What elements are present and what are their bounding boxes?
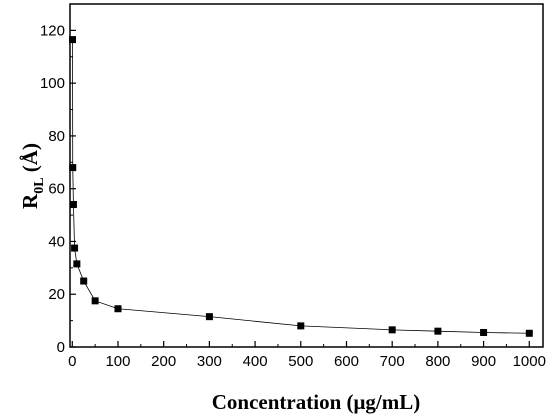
y-axis-title: R0L (Å): [18, 143, 47, 209]
x-axis-title: Concentration (μg/mL): [212, 390, 420, 414]
x-tick-label: 100: [105, 353, 130, 370]
x-tick-label: 700: [380, 353, 405, 370]
data-point: [297, 322, 305, 330]
data-point: [69, 36, 77, 44]
x-tick-label: 1000: [513, 353, 546, 370]
y-axis-title-subscript: 0L: [32, 177, 47, 193]
data-point: [73, 260, 81, 268]
y-axis-title-unit: (Å): [18, 143, 42, 177]
data-point: [434, 327, 442, 335]
x-tick-label: 600: [334, 353, 359, 370]
y-axis-ticks: 0 20 40 60 80 100 120: [40, 22, 76, 356]
data-point: [91, 297, 99, 305]
y-axis-title-main: R: [18, 193, 42, 209]
data-point: [388, 326, 396, 334]
y-tick-label: 80: [48, 128, 65, 145]
data-point: [71, 244, 79, 252]
x-tick-label: 0: [68, 353, 76, 370]
data-point: [69, 201, 77, 209]
data-point: [69, 164, 77, 172]
data-point: [480, 328, 488, 336]
x-tick-label: 900: [471, 353, 496, 370]
data-point: [80, 277, 88, 285]
data-point: [525, 329, 533, 337]
y-tick-label: 120: [40, 22, 65, 39]
series-line: [72, 39, 530, 334]
y-tick-label: 60: [48, 181, 65, 198]
data-point: [205, 313, 213, 321]
y-tick-label: 40: [48, 233, 65, 250]
series-points: [69, 36, 533, 337]
y-tick-label: 20: [48, 286, 65, 303]
data-point: [114, 305, 122, 313]
x-axis-ticks: 0 100 200 300 400 500 600 700 800 900 1000: [68, 341, 546, 370]
y-tick-label: 0: [57, 339, 65, 356]
x-tick-label: 300: [197, 353, 222, 370]
x-tick-label: 200: [151, 353, 176, 370]
x-tick-label: 500: [288, 353, 313, 370]
x-tick-label: 800: [425, 353, 450, 370]
plot-frame: [69, 3, 544, 348]
x-tick-label: 400: [243, 353, 268, 370]
y-tick-label: 100: [40, 75, 65, 92]
